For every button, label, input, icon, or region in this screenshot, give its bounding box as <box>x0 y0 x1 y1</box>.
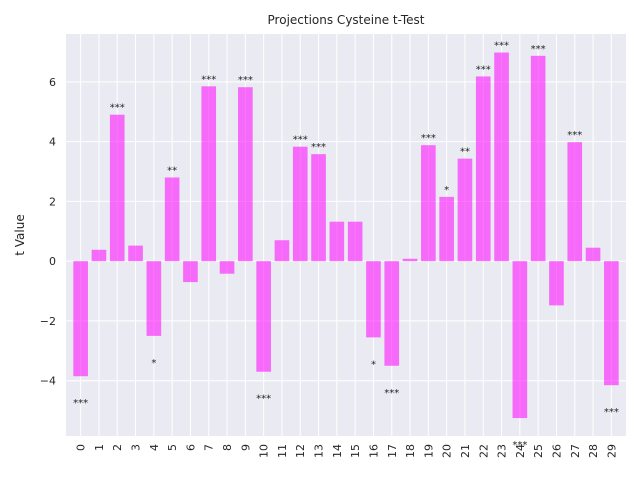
chart-title: Projections Cysteine t-Test <box>268 13 425 27</box>
bar-13 <box>311 154 326 262</box>
significance-label: *** <box>73 398 88 409</box>
x-tick-label: 7 <box>203 444 216 451</box>
y-tick-label: 0 <box>49 255 56 268</box>
x-tick-label: 17 <box>386 444 399 458</box>
bar-2 <box>109 114 125 262</box>
bar-5 <box>164 177 180 262</box>
significance-label: *** <box>384 388 399 399</box>
bar-0 <box>73 261 88 377</box>
bar-26 <box>549 261 564 306</box>
bar-7 <box>201 86 217 262</box>
x-tick-label: 13 <box>313 444 326 458</box>
bar-25 <box>530 55 546 262</box>
significance-label: * <box>444 185 449 196</box>
y-tick-label: −2 <box>40 315 56 328</box>
x-tick-label: 5 <box>166 444 179 451</box>
x-tick-label: 16 <box>367 444 380 458</box>
y-tick-label: 2 <box>49 195 56 208</box>
y-axis-ticks: −4 −2 0 2 4 6 <box>40 76 56 388</box>
x-tick-label: 23 <box>496 444 509 458</box>
x-tick-label: 25 <box>532 444 545 458</box>
x-tick-label: 1 <box>93 444 106 451</box>
x-tick-label: 24 <box>514 444 527 458</box>
x-tick-label: 27 <box>569 444 582 458</box>
significance-label: ** <box>460 147 470 158</box>
significance-label: *** <box>567 130 582 141</box>
significance-labels: ************ ****************************… <box>73 41 619 452</box>
x-tick-label: 18 <box>404 444 417 458</box>
significance-label: *** <box>604 407 619 418</box>
bar-10 <box>256 261 271 372</box>
x-tick-label: 4 <box>148 444 161 451</box>
bar-3 <box>128 245 143 262</box>
x-axis-ticks: 0 1 2 3 4 5 6 7 8 9 10 11 12 13 14 15 16 17 18 19 20 21 22 23 24… <box>75 444 619 458</box>
significance-label: *** <box>494 41 509 52</box>
bar-11 <box>274 240 290 262</box>
significance-label: *** <box>256 394 271 405</box>
x-tick-label: 20 <box>441 444 454 458</box>
significance-label: *** <box>110 103 125 114</box>
bar-27 <box>567 142 583 262</box>
bar-9 <box>238 87 253 262</box>
x-tick-label: 6 <box>184 444 197 451</box>
bar-18 <box>402 258 418 262</box>
significance-label: *** <box>201 74 216 85</box>
x-tick-label: 26 <box>550 444 563 458</box>
bar-23 <box>494 52 509 262</box>
bar-6 <box>183 261 198 283</box>
significance-label: * <box>371 359 376 370</box>
x-tick-label: 19 <box>422 444 435 458</box>
significance-label: *** <box>531 44 546 55</box>
x-tick-label: 22 <box>477 444 490 458</box>
x-tick-label: 21 <box>459 444 472 458</box>
bar-28 <box>585 247 601 262</box>
x-tick-label: 9 <box>239 444 252 451</box>
bar-24 <box>512 261 528 419</box>
significance-label: *** <box>421 133 436 144</box>
x-tick-label: 0 <box>75 444 88 451</box>
significance-label: *** <box>311 142 326 153</box>
bar-17 <box>384 261 400 366</box>
bar-15 <box>347 221 363 262</box>
x-tick-label: 12 <box>294 444 307 458</box>
bar-14 <box>329 221 345 262</box>
x-tick-label: 8 <box>221 444 234 451</box>
bar-1 <box>91 249 107 262</box>
significance-label: *** <box>476 64 491 75</box>
bar-21 <box>457 158 473 262</box>
y-tick-label: 4 <box>49 136 56 149</box>
x-tick-label: 11 <box>276 444 289 458</box>
y-tick-label: −4 <box>40 375 56 388</box>
bar-20 <box>439 196 454 262</box>
x-tick-label: 3 <box>130 444 143 451</box>
y-tick-label: 6 <box>49 76 56 89</box>
significance-label: *** <box>293 135 308 146</box>
bar-16 <box>366 261 381 338</box>
bar-4 <box>146 261 162 336</box>
significance-label: * <box>151 358 156 369</box>
significance-label: *** <box>238 75 253 86</box>
x-tick-label: 29 <box>605 444 618 458</box>
x-tick-label: 2 <box>111 444 124 451</box>
bar-22 <box>475 76 491 262</box>
x-tick-label: 14 <box>331 444 344 458</box>
x-tick-label: 15 <box>349 444 362 458</box>
x-tick-label: 10 <box>258 444 271 458</box>
x-tick-label: 28 <box>587 444 600 458</box>
significance-label: *** <box>512 440 527 451</box>
bar-29 <box>604 261 619 386</box>
bars <box>73 52 619 419</box>
significance-label: ** <box>167 165 177 176</box>
bar-8 <box>219 261 235 274</box>
y-axis-label: t Value <box>13 214 27 255</box>
bar-12 <box>292 146 308 262</box>
bar-19 <box>421 145 436 262</box>
